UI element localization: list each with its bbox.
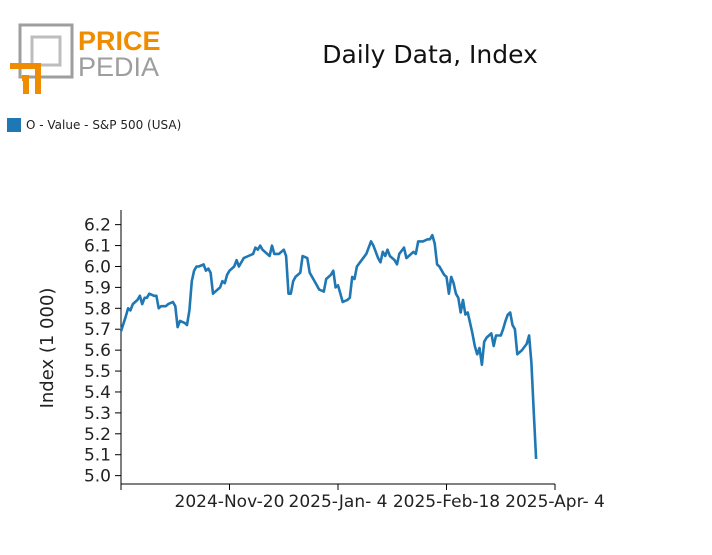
x-axis: 2024-Nov-20 2025-Jan- 4 2025-Feb-18 2025-Ap…	[120, 483, 605, 512]
y-tick-label: 5.8	[84, 299, 111, 319]
y-tick-label: 5.6	[84, 341, 111, 361]
x-tick-label: 2024-Nov-20	[175, 492, 285, 512]
y-tick-label: 5.2	[84, 425, 111, 445]
y-axis-title: Index (1 000)	[37, 288, 58, 409]
y-tick-label: 5.1	[84, 446, 111, 466]
brand-line2: PEDIA	[78, 52, 159, 82]
y-tick-label: 5.7	[84, 320, 111, 340]
y-tick-label: 5.0	[84, 467, 111, 487]
chart-title: Daily Data, Index	[322, 40, 538, 69]
y-tick-label: 5.3	[84, 404, 111, 424]
legend: O - Value - S&P 500 (USA)	[7, 118, 181, 132]
brand-line1: PRICE	[78, 26, 161, 56]
y-axis: 5.05.15.25.35.45.55.65.75.85.96.06.16.2	[84, 210, 122, 487]
y-tick-label: 6.0	[84, 257, 111, 277]
y-tick-label: 5.4	[84, 383, 111, 403]
series-line	[119, 233, 538, 459]
x-tick-label: 2025-Apr- 4	[505, 492, 605, 512]
y-tick-label: 6.2	[84, 216, 111, 236]
x-tick-label: 2025-Feb-18	[393, 492, 500, 512]
y-tick-label: 6.1	[84, 237, 111, 257]
x-tick-label: 2025-Jan- 4	[289, 492, 388, 512]
series-layer	[119, 233, 538, 459]
y-tick-label: 5.5	[84, 362, 111, 382]
pricepedia-logo: PRICE PEDIA	[8, 22, 168, 94]
y-tick-label: 5.9	[84, 278, 111, 298]
legend-swatch	[7, 118, 21, 132]
legend-label: O - Value - S&P 500 (USA)	[26, 118, 182, 132]
